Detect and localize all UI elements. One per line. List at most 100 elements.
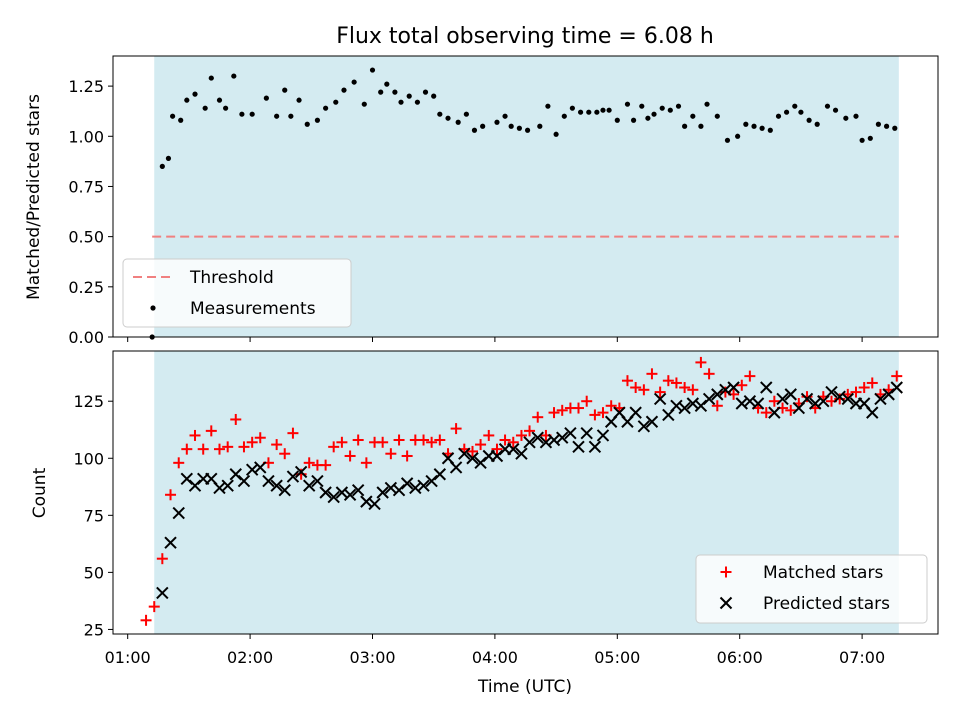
matched-star-point [891,370,903,382]
matched-star-point [507,436,519,448]
predicted-star-point [653,392,667,406]
measurement-point [775,113,782,119]
measurement-point [767,127,773,133]
measurement-point [651,111,657,117]
bottom-y-tick-label: 50 [84,563,104,582]
predicted-star-point [833,390,846,403]
matched-star-point [785,404,797,416]
matched-star-point [254,432,266,444]
measurement-point [537,123,543,129]
measurement-point [208,75,214,81]
predicted-star-point [719,383,732,397]
predicted-star-point [670,399,683,412]
matched-star-point [377,436,389,448]
matched-star-point [222,441,234,453]
matched-star-point [418,434,430,446]
matched-star-point [271,439,283,451]
measurement-point [875,121,881,127]
measurement-point [659,105,665,111]
matched-star-point [320,459,332,471]
predicted-star-point [507,442,520,456]
predicted-star-point [245,463,259,476]
top-y-axis-label: Matched/Predicted stars [24,94,44,300]
measurement-point [682,123,688,129]
top-y-tick-label: 1.00 [68,127,104,146]
measurement-point [832,107,839,113]
predicted-star-point [409,481,422,495]
measurement-point [824,103,831,109]
top-y-tick-label: 0.25 [68,278,104,297]
measurement-point [216,97,223,103]
measurement-point [569,105,575,111]
matched-star-point [556,404,568,416]
measurement-point [494,119,500,125]
matched-star-point [466,445,478,457]
matched-star-point [662,375,674,387]
legend-matched-marker [720,566,732,578]
bottom-y-tick-label: 25 [84,620,104,639]
predicted-star-point [156,586,169,600]
predicted-star-point [556,431,569,444]
measurement-point [524,127,531,133]
measurement-point [178,117,184,123]
matched-star-point [352,434,364,446]
measurement-point [545,103,551,109]
predicted-star-point [400,477,414,490]
predicted-star-point [417,479,430,492]
x-tick-label: 01:00 [105,648,151,667]
measurement-point [192,91,198,97]
predicted-star-point [531,431,544,444]
matched-star-point [181,443,193,455]
predicted-star-point [572,440,585,454]
predicted-star-point [254,461,267,474]
predicted-star-point [515,447,528,460]
bottom-y-tick-label: 75 [84,506,104,525]
x-tick-label: 05:00 [594,648,640,667]
chart-title: Flux total observing time = 6.08 h [336,24,714,49]
measurement-point [274,113,280,119]
matched-star-point [670,377,682,389]
measurement-point [445,115,451,121]
measurement-point [714,113,720,119]
predicted-star-point [751,397,765,410]
bottom-y-tick-label: 125 [73,392,104,411]
predicted-star-point [760,381,773,394]
predicted-star-point [564,426,577,440]
predicted-star-point [588,440,602,454]
matched-star-point [654,386,666,398]
matched-star-point [401,450,413,462]
predicted-star-point [286,470,300,483]
matched-star-point [189,429,201,441]
measurement-point [759,125,765,131]
predicted-star-point [221,479,234,492]
top-legend: Threshold Measurements [122,258,352,328]
measurement-point [553,131,559,137]
matched-star-point [328,441,340,453]
matched-star-point [744,370,756,382]
measurement-point [369,67,376,73]
matched-star-point [589,409,601,421]
measurement-point [883,123,890,129]
matched-star-point [597,407,609,419]
measurement-point [594,109,600,115]
legend-measurements-swatch [150,305,156,311]
bottom-legend: Matched stars Predicted stars [695,554,928,624]
measurement-point [735,133,741,139]
measurement-point [859,137,865,143]
predicted-star-point [547,433,561,447]
predicted-star-point [360,495,373,508]
predicted-star-point [784,388,797,401]
measurement-point [806,117,812,123]
top-y-tick-label: 0.00 [68,328,104,347]
measurement-point [843,115,849,121]
matched-star-point [532,411,544,423]
x-tick-label: 02:00 [227,648,273,667]
measurement-point [675,103,682,109]
predicted-star-point [466,452,479,465]
bottom-y-tick-label: 100 [73,449,104,468]
measurement-point [392,89,398,95]
matched-star-point [736,379,748,391]
measurement-point [502,113,508,119]
measurement-point [480,123,486,129]
